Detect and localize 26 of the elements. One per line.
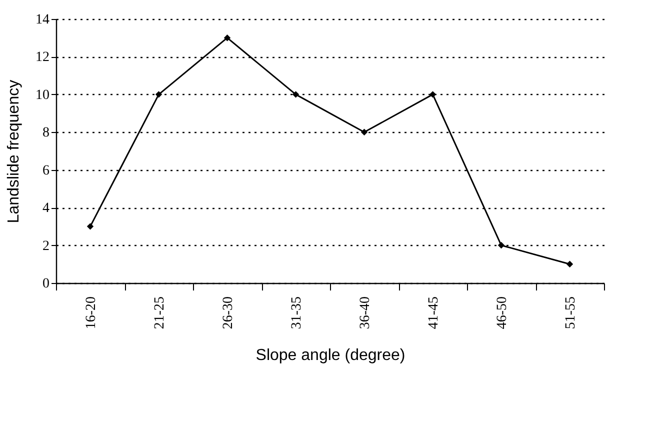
point [566, 260, 574, 268]
point [498, 242, 505, 249]
x-tick-label: 46-50 [494, 296, 510, 330]
point [86, 223, 94, 230]
y-tick-label: 6 [42, 163, 50, 178]
y-tick-label: 2 [42, 238, 50, 254]
y-tick-label: 10 [36, 88, 50, 103]
y-tick-label: 12 [36, 50, 50, 66]
y-tick-label: 14 [36, 12, 50, 28]
x-tick-label: 26-30 [220, 296, 236, 330]
y-tick-label: 0 [42, 276, 50, 292]
point [155, 91, 162, 98]
y-tick-label: 4 [42, 201, 50, 216]
x-tick-label: 21-25 [152, 296, 168, 330]
y-axis-title: Landslide frequency [6, 80, 22, 224]
point [360, 128, 368, 136]
point [224, 34, 231, 42]
point [292, 91, 300, 98]
x-tick-label: 36-40 [358, 296, 373, 330]
y-tick-label: 8 [42, 126, 50, 141]
point [429, 91, 436, 98]
x-tick-label: 31-35 [289, 296, 304, 330]
x-axis-title: Slope angle (degree) [256, 347, 406, 364]
x-tick-label: 16-20 [84, 296, 99, 330]
x-tick-label: 41-45 [426, 296, 442, 330]
x-tick-label: 51-55 [563, 296, 578, 330]
